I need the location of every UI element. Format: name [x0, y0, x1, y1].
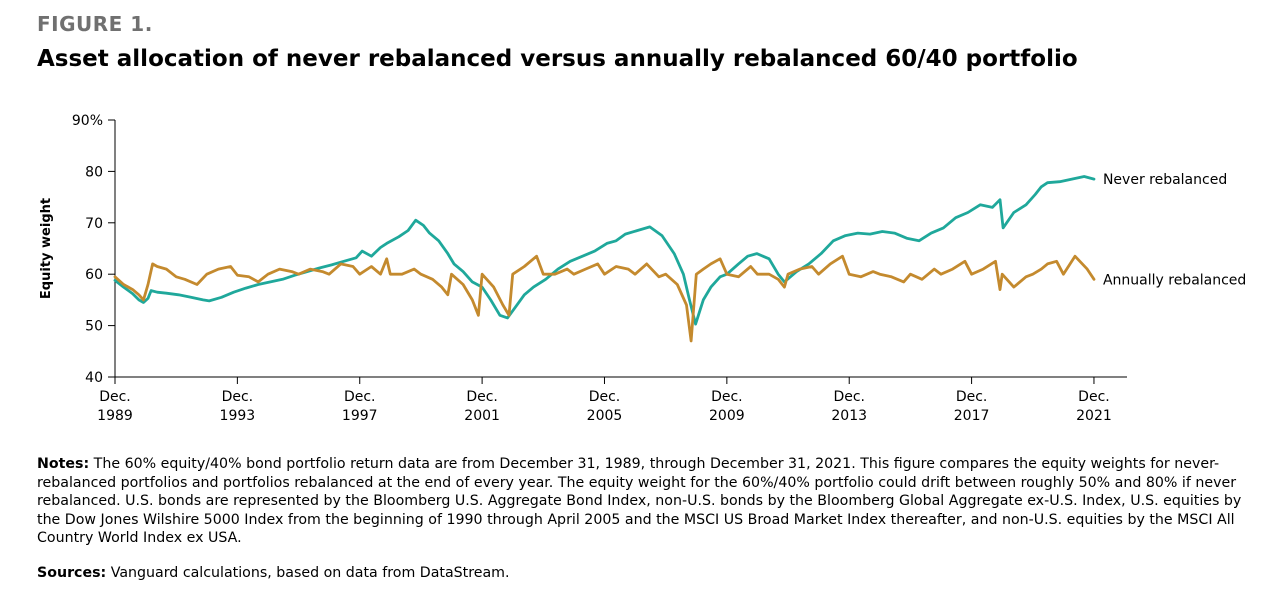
line-chart: 90% 80 70 60 50 40 Equity weight Dec. 1989 Dec. 19… [39, 113, 1246, 424]
y-tick-label: 50 [85, 319, 103, 335]
x-tick-label: Dec. [1078, 389, 1110, 405]
y-tick-label: 80 [85, 164, 103, 180]
chart-title: Asset allocation of never rebalanced ver… [37, 46, 1078, 72]
x-tick-label: 2005 [587, 408, 623, 424]
x-tick-label: Dec. [833, 389, 865, 405]
x-tick-label: 2009 [709, 408, 745, 424]
sources-heading: Sources: [37, 565, 107, 581]
series-label-never-rebalanced: Never rebalanced [1103, 172, 1227, 188]
y-tick-label: 40 [85, 370, 103, 386]
chart-axes: 90% 80 70 60 50 40 Equity weight Dec. 1989 Dec. 19… [39, 113, 1127, 424]
notes-heading: Notes: [37, 456, 90, 472]
x-tick-label: 2017 [954, 408, 990, 424]
x-tick-label: Dec. [711, 389, 743, 405]
series-layer [113, 175, 1096, 343]
sources: Sources: Vanguard calculations, based on… [37, 565, 510, 581]
x-tick-label: Dec. [222, 389, 254, 405]
x-tick-label: Dec. [99, 389, 131, 405]
series-labels: Never rebalanced Annually rebalanced [1103, 172, 1246, 288]
x-tick-label: 2001 [464, 408, 500, 424]
series-label-annually-rebalanced: Annually rebalanced [1103, 272, 1246, 288]
x-tick-label: 2013 [831, 408, 867, 424]
figure-label: FIGURE 1. [37, 12, 153, 36]
series-line-never-rebalanced [113, 175, 1096, 326]
x-tick-label: 2021 [1076, 408, 1112, 424]
sources-text: Vanguard calculations, based on data fro… [110, 565, 510, 581]
y-tick-label: 60 [85, 267, 103, 283]
x-tick-label: 1997 [342, 408, 378, 424]
y-tick-label: 70 [85, 216, 103, 232]
series-line-annually-rebalanced [113, 254, 1096, 343]
y-axis-title: Equity weight [39, 198, 54, 299]
x-tick-label: Dec. [344, 389, 376, 405]
x-tick-label: Dec. [466, 389, 498, 405]
notes: Notes: The 60% equity/40% bond portfolio… [37, 455, 1247, 548]
x-tick-label: Dec. [956, 389, 988, 405]
x-tick-label: 1989 [97, 408, 133, 424]
x-tick-label: Dec. [589, 389, 621, 405]
notes-text: The 60% equity/40% bond portfolio return… [37, 456, 1242, 547]
y-tick-label: 90% [72, 113, 103, 129]
x-tick-label: 1993 [220, 408, 256, 424]
